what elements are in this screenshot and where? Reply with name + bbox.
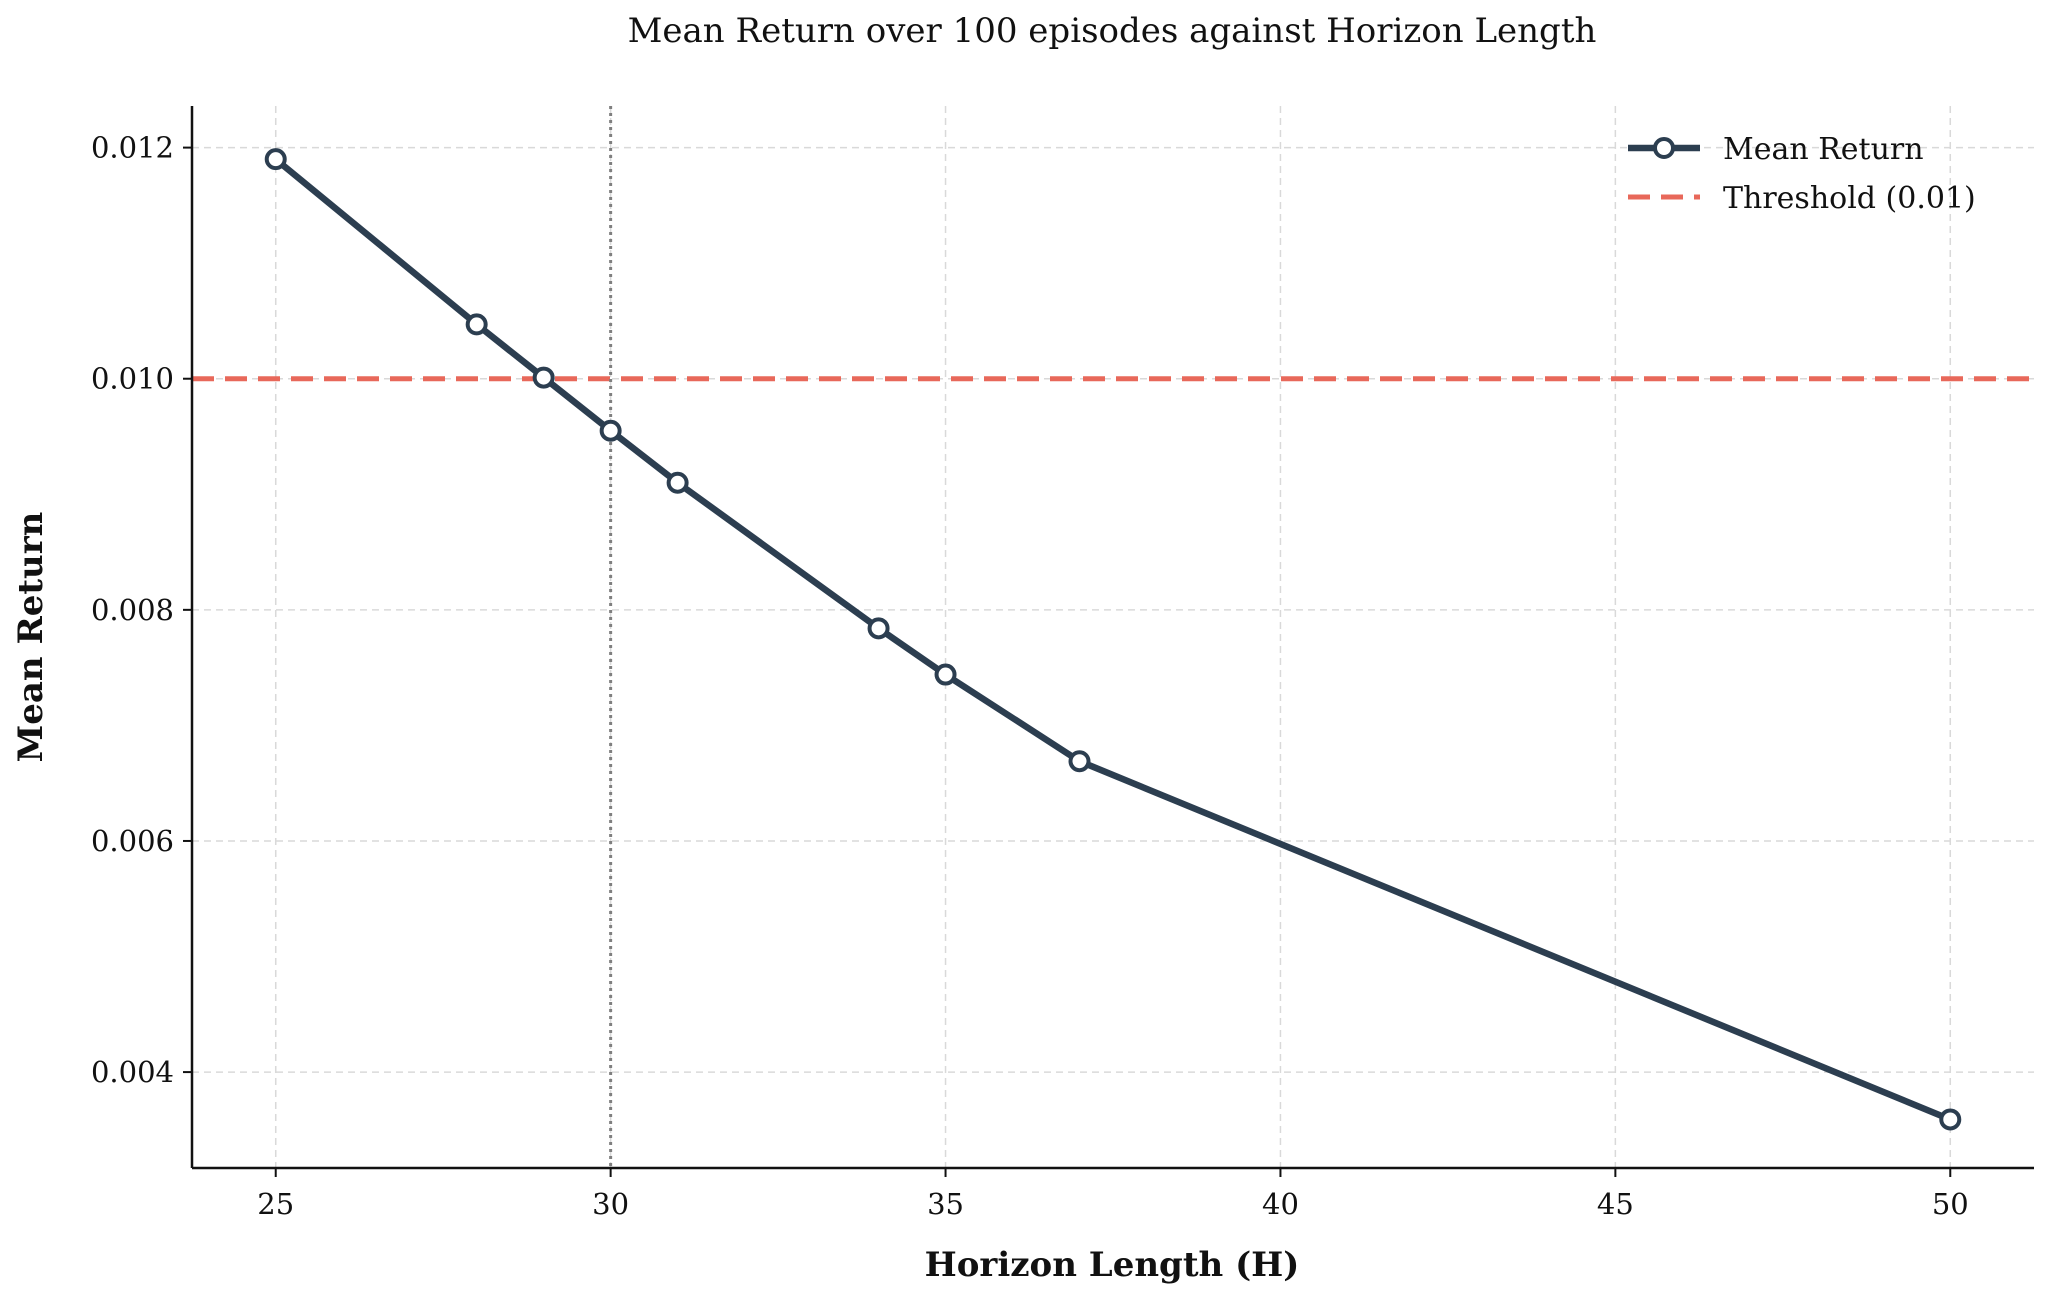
legend-label-mean-return: Mean Return <box>1723 132 1924 167</box>
legend: Mean Return Threshold (0.01) <box>1628 132 1976 216</box>
reference-lines <box>192 106 2034 1168</box>
x-tick-label: 30 <box>592 1187 629 1221</box>
y-tick-label: 0.008 <box>91 593 174 627</box>
data-point <box>867 617 890 640</box>
x-axis-ticks: 25 30 35 40 45 50 <box>257 1168 1969 1221</box>
y-tick-label: 0.010 <box>91 362 174 396</box>
x-tick-label: 40 <box>1262 1187 1299 1221</box>
legend-label-threshold: Threshold (0.01) <box>1723 181 1976 216</box>
x-tick-label: 45 <box>1597 1187 1634 1221</box>
legend-item-mean-return: Mean Return <box>1628 132 1924 167</box>
legend-item-threshold: Threshold (0.01) <box>1628 181 1976 216</box>
y-axis-ticks: 0.004 0.006 0.008 0.010 0.012 <box>91 131 192 1089</box>
data-point <box>666 471 689 494</box>
data-point <box>1068 750 1091 773</box>
legend-marker-mean-return <box>1653 137 1675 159</box>
data-point <box>465 313 488 336</box>
x-tick-label: 35 <box>927 1187 964 1221</box>
data-point <box>264 148 287 171</box>
x-tick-label: 25 <box>257 1187 294 1221</box>
data-point <box>532 366 555 389</box>
x-axis-label: Horizon Length (H) <box>925 1245 1300 1285</box>
data-points <box>264 148 1962 1131</box>
data-point <box>934 663 957 686</box>
data-point <box>1939 1108 1962 1131</box>
y-tick-label: 0.012 <box>91 131 174 165</box>
data-point <box>599 419 622 442</box>
y-tick-label: 0.006 <box>91 824 174 858</box>
x-tick-label: 50 <box>1932 1187 1969 1221</box>
y-tick-label: 0.004 <box>91 1055 174 1089</box>
y-axis-label: Mean Return <box>11 512 51 763</box>
chart-title: Mean Return over 100 episodes against Ho… <box>628 11 1597 51</box>
